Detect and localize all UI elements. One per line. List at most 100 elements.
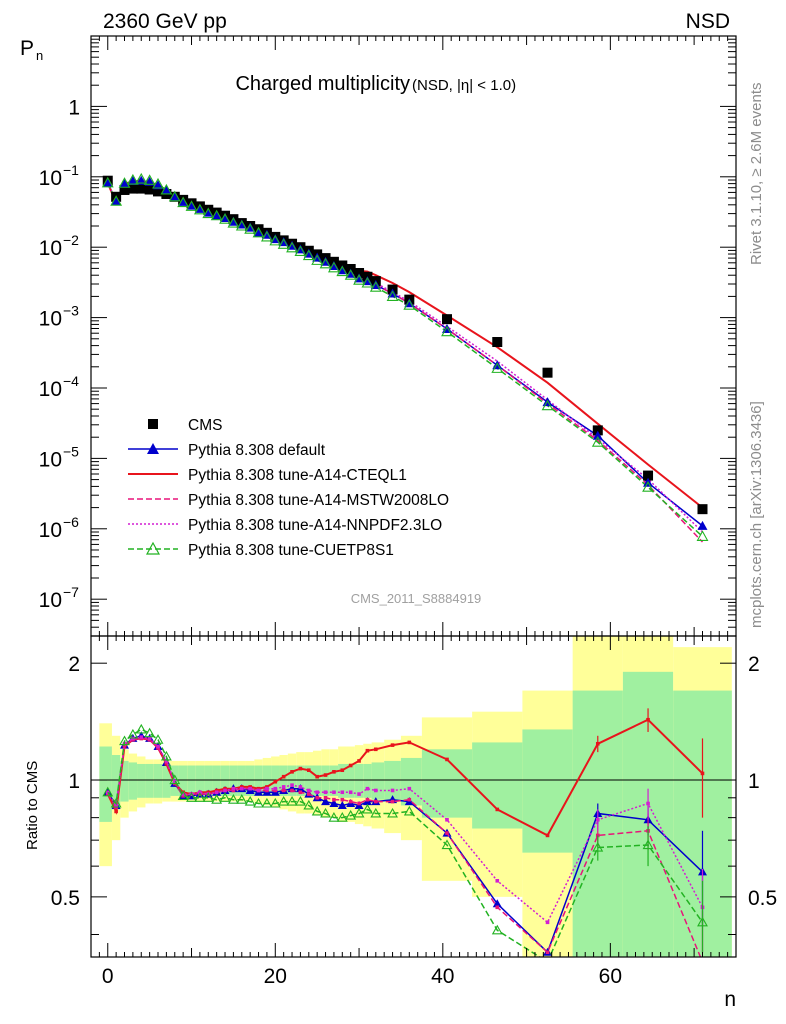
legend: CMS Pythia 8.308 default Pythia 8.308 tune… bbox=[128, 417, 449, 559]
ratio-point-1-21 bbox=[281, 774, 286, 779]
x-tick-label-0: 0 bbox=[102, 965, 114, 988]
ratio-inner-band-29 bbox=[346, 763, 355, 798]
main-line-3 bbox=[107, 180, 704, 543]
ratio-point-2-36 bbox=[495, 905, 500, 910]
ratio-point-1-39 bbox=[646, 717, 650, 722]
main-point-5-19 bbox=[260, 230, 273, 242]
ratio-point-3-24 bbox=[306, 788, 311, 793]
main-point-5-7 bbox=[160, 183, 173, 195]
main-point-5-2 bbox=[118, 177, 131, 188]
ratio-point-4-20 bbox=[269, 797, 281, 808]
ratio-point-4-25 bbox=[311, 805, 323, 816]
main-point-5-39 bbox=[642, 481, 654, 492]
ratio-inner-band-17 bbox=[245, 765, 255, 796]
ratio-point-4-1 bbox=[110, 797, 122, 808]
ratio-point-4-8 bbox=[169, 774, 181, 785]
cms-data-point-6 bbox=[153, 186, 164, 197]
y-axis-label-main: P bbox=[20, 37, 34, 60]
ratio-point-4-11 bbox=[194, 792, 206, 802]
ratio-inner-band-28 bbox=[338, 763, 347, 798]
main-point-1-6 bbox=[153, 180, 164, 190]
ratio-tick-label-right-0.5: 0.5 bbox=[748, 887, 777, 910]
ratio-point-3-21 bbox=[281, 785, 286, 789]
main-point-5-8 bbox=[168, 190, 181, 202]
ratio-point-4-16 bbox=[236, 794, 248, 804]
y-tick-label-main-3: 10 bbox=[39, 308, 62, 331]
ratio-point-3-37 bbox=[545, 920, 550, 925]
main-point-5-29 bbox=[344, 269, 357, 280]
cms-data-point-36 bbox=[492, 337, 503, 348]
ratio-point-3-38 bbox=[595, 817, 600, 822]
ratio-point-0-36 bbox=[492, 899, 502, 908]
ratio-point-3-22 bbox=[290, 783, 294, 787]
main-point-5-5 bbox=[143, 174, 156, 185]
main-point-5-9 bbox=[177, 196, 190, 208]
main-point-5-3 bbox=[126, 173, 139, 185]
ratio-point-2-22 bbox=[290, 788, 294, 793]
ratio-inner-band-7 bbox=[162, 763, 171, 798]
ratio-point-2-31 bbox=[365, 797, 370, 802]
ratio-point-2-35 bbox=[445, 831, 449, 835]
main-point-5-16 bbox=[235, 219, 248, 231]
main-point-5-4 bbox=[135, 172, 148, 184]
ratio-point-4-2 bbox=[119, 735, 130, 746]
ratio-inner-band-15 bbox=[229, 765, 238, 796]
x-tick-label-60: 60 bbox=[599, 965, 622, 988]
ratio-point-2-28 bbox=[340, 797, 345, 802]
ratio-point-3-20 bbox=[273, 786, 278, 791]
ratio-inner-band-10 bbox=[187, 765, 196, 796]
ratio-point-3-16 bbox=[239, 786, 244, 791]
x-tick-label-20: 20 bbox=[264, 965, 287, 988]
ratio-point-1-32 bbox=[374, 747, 378, 752]
main-point-5-10 bbox=[185, 200, 198, 211]
ratio-point-3-34 bbox=[407, 786, 412, 791]
ratio-point-1-28 bbox=[340, 768, 345, 773]
ratio-inner-band-36 bbox=[472, 742, 523, 829]
ratio-point-1-34 bbox=[407, 740, 412, 745]
y-tick-label-main-2: 10 bbox=[39, 237, 62, 260]
ratio-point-3-39 bbox=[646, 801, 650, 806]
ratio-point-4-15 bbox=[227, 794, 239, 804]
ratio-line-4 bbox=[107, 728, 704, 957]
y-tick-exponent-main-3: −3 bbox=[63, 303, 79, 319]
main-series-group bbox=[101, 172, 709, 543]
main-point-5-26 bbox=[319, 257, 332, 269]
ratio-point-2-23 bbox=[298, 790, 303, 795]
ratio-point-1-22 bbox=[290, 770, 294, 774]
main-point-1-38 bbox=[592, 430, 603, 440]
ratio-plot-frame bbox=[90, 635, 737, 958]
main-point-5-32 bbox=[369, 281, 382, 292]
ratio-inner-band-2 bbox=[120, 760, 129, 802]
main-point-1-13 bbox=[211, 210, 222, 220]
ratio-point-4-37 bbox=[547, 956, 548, 957]
ratio-point-4-23 bbox=[294, 795, 306, 806]
ratio-inner-band-37 bbox=[522, 729, 573, 853]
ratio-inner-band-3 bbox=[128, 762, 138, 800]
ratio-point-4-19 bbox=[261, 797, 273, 808]
ratio-point-2-21 bbox=[281, 788, 286, 793]
ratio-point-0-4 bbox=[136, 731, 146, 740]
ratio-inner-band-14 bbox=[220, 765, 230, 796]
main-point-5-28 bbox=[336, 265, 349, 277]
ratio-tick-label-2: 2 bbox=[68, 653, 80, 676]
main-point-5-30 bbox=[353, 274, 365, 285]
ratio-point-3-36 bbox=[495, 879, 500, 883]
main-point-5-33 bbox=[386, 290, 399, 301]
ratio-point-3-23 bbox=[298, 785, 303, 789]
ratio-inner-band-18 bbox=[254, 765, 263, 796]
ratio-point-2-29 bbox=[348, 799, 353, 804]
main-point-1-9 bbox=[178, 196, 189, 206]
ratio-point-4-10 bbox=[186, 792, 197, 802]
ratio-point-3-27 bbox=[332, 790, 336, 795]
ratio-point-3-6 bbox=[156, 744, 160, 749]
ratio-point-4-33 bbox=[387, 807, 398, 818]
y-tick-exponent-main-5: −5 bbox=[63, 443, 79, 459]
cms-data-point-4 bbox=[136, 183, 147, 194]
cms-data-point-40 bbox=[697, 504, 708, 515]
ratio-point-4-35 bbox=[441, 839, 453, 850]
ratio-point-2-37 bbox=[545, 950, 550, 955]
ratio-inner-band-25 bbox=[312, 765, 322, 796]
ratio-inner-band-16 bbox=[237, 765, 246, 796]
ratio-point-4-31 bbox=[361, 803, 373, 814]
y-tick-label-main-0: 1 bbox=[68, 96, 80, 119]
